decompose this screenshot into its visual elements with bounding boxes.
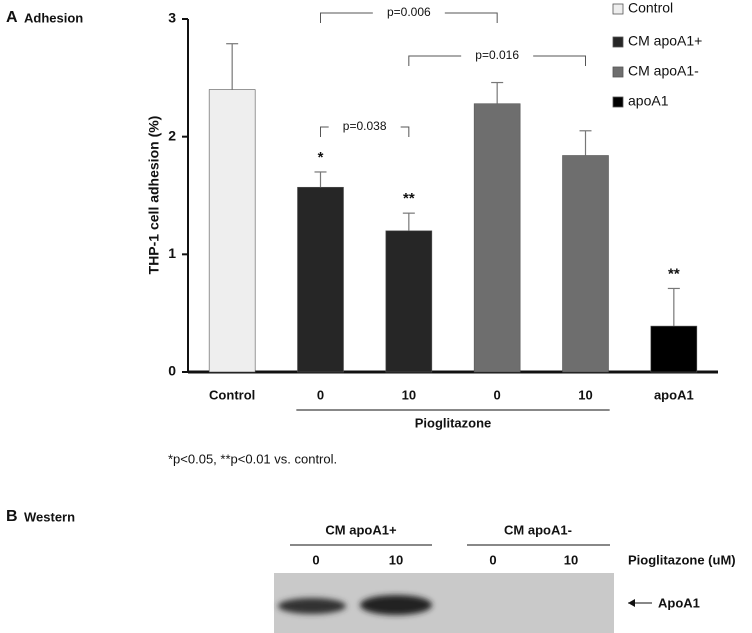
legend-label: CM apoA1- <box>628 63 699 79</box>
y-axis-label: THP-1 cell adhesion (%) <box>146 116 162 275</box>
bar <box>650 325 698 373</box>
group-label: CM apoA1+ <box>325 522 397 537</box>
y-tick-label: 0 <box>168 363 176 379</box>
x-tick-label: apoA1 <box>654 387 694 402</box>
x-tick-label: 0 <box>317 387 324 402</box>
treatment-label: Pioglitazone (uM) <box>628 552 736 567</box>
lane-label: 0 <box>489 552 496 567</box>
legend-swatch <box>612 36 624 48</box>
panel-title: Adhesion <box>24 10 83 25</box>
y-tick-label: 1 <box>168 245 176 261</box>
significance: ** <box>403 190 415 207</box>
comparison-bracket <box>408 55 586 66</box>
y-tick-label: 3 <box>168 10 176 26</box>
x-tick-label: 0 <box>494 387 501 402</box>
group-label: CM apoA1- <box>504 522 572 537</box>
blot-band <box>278 598 346 614</box>
x-tick-label: 10 <box>578 387 592 402</box>
legend-swatch <box>612 3 624 15</box>
significance: ** <box>668 265 680 282</box>
lane-label: 10 <box>389 552 403 567</box>
blot-band <box>360 595 432 615</box>
comparison-label: p=0.006 <box>387 5 431 19</box>
legend-swatch <box>612 96 624 108</box>
lane-label: 0 <box>312 552 319 567</box>
band-label: ApoA1 <box>658 595 700 610</box>
x-tick-label: Control <box>209 387 255 402</box>
legend-label: Control <box>628 0 673 16</box>
bar <box>473 103 521 373</box>
group-label: Pioglitazone <box>415 415 492 430</box>
panel-label: B <box>6 508 18 525</box>
comparison-label: p=0.016 <box>475 48 519 62</box>
comparison-bracket <box>320 126 410 137</box>
arrow-head <box>628 599 635 607</box>
panel-title: Western <box>24 509 75 524</box>
legend-label: CM apoA1+ <box>628 33 702 49</box>
comparison-label: p=0.038 <box>343 119 387 133</box>
bar <box>297 186 344 373</box>
lane-label: 10 <box>564 552 578 567</box>
footnote: *p<0.05, **p<0.01 vs. control. <box>168 451 337 466</box>
panel-label: A <box>6 9 18 26</box>
y-tick-label: 2 <box>168 127 176 143</box>
x-tick-label: 10 <box>402 387 416 402</box>
legend-swatch <box>612 66 624 78</box>
significance: * <box>318 149 324 166</box>
bar <box>385 230 433 373</box>
bar <box>208 89 256 373</box>
bar <box>562 155 609 373</box>
comparison-bracket <box>320 12 498 23</box>
legend-label: apoA1 <box>628 93 669 109</box>
